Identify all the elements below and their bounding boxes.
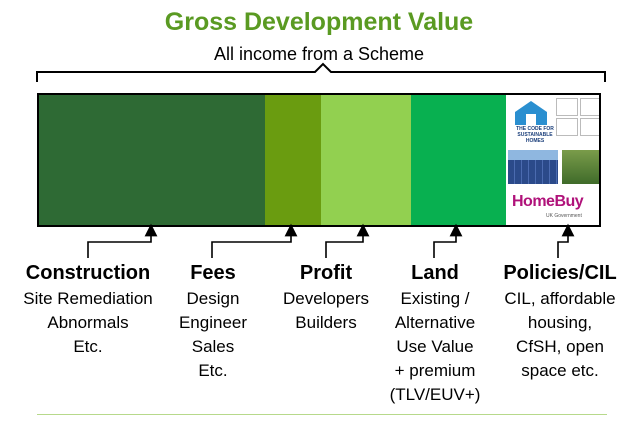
garden-image xyxy=(562,150,599,184)
sustainable-homes-logo: THE CODE FOR SUSTAINABLE HOMES xyxy=(509,98,554,146)
column-profit: Profit Developers Builders xyxy=(272,261,380,335)
segment-policies: THE CODE FOR SUSTAINABLE HOMES HomeBuy U… xyxy=(506,95,599,225)
column-construction: Construction Site Remediation Abnormals … xyxy=(10,261,166,359)
description-fees: Design Engineer Sales Etc. xyxy=(178,289,248,380)
description-land: Existing / Alternative Use Value + premi… xyxy=(389,289,481,404)
homebuy-logo: HomeBuy xyxy=(512,193,584,210)
house-sketch-image xyxy=(556,118,578,136)
arrow-policies xyxy=(557,223,575,258)
heading-policies: Policies/CIL xyxy=(503,262,617,284)
column-fees: Fees Design Engineer Sales Etc. xyxy=(166,261,260,383)
column-policies: Policies/CIL CIL, affordable housing, Cf… xyxy=(488,261,632,383)
house-sketch-image xyxy=(556,98,578,116)
heading-construction: Construction xyxy=(25,262,151,284)
segment-construction xyxy=(39,95,265,225)
heading-land: Land xyxy=(411,262,459,284)
description-construction: Site Remediation Abnormals Etc. xyxy=(23,289,153,356)
diagram-title: Gross Development Value xyxy=(164,8,474,36)
arrow-profit xyxy=(325,223,370,258)
house-sketch-image xyxy=(580,118,599,136)
segment-profit xyxy=(321,95,411,225)
house-sketch-image xyxy=(580,98,599,116)
value-bar: THE CODE FOR SUSTAINABLE HOMES HomeBuy U… xyxy=(37,93,601,227)
footer-divider xyxy=(37,414,607,415)
heading-profit: Profit xyxy=(299,262,353,284)
diagram-subtitle: All income from a Scheme xyxy=(213,44,425,64)
segment-land xyxy=(411,95,506,225)
homebuy-logo-subtext: UK Government xyxy=(546,213,582,219)
arrow-fees xyxy=(211,223,298,258)
description-policies: CIL, affordable housing, CfSH, open spac… xyxy=(504,289,616,380)
column-land: Land Existing / Alternative Use Value + … xyxy=(380,261,490,407)
arrow-land xyxy=(433,223,463,258)
curly-brace xyxy=(36,62,606,82)
sustainable-homes-logo-text: THE CODE FOR SUSTAINABLE HOMES xyxy=(516,126,554,144)
heading-fees: Fees xyxy=(190,262,236,284)
description-profit: Developers Builders xyxy=(283,289,369,332)
solar-sky xyxy=(508,150,558,160)
segment-fees xyxy=(265,95,321,225)
arrow-construction xyxy=(87,223,158,258)
